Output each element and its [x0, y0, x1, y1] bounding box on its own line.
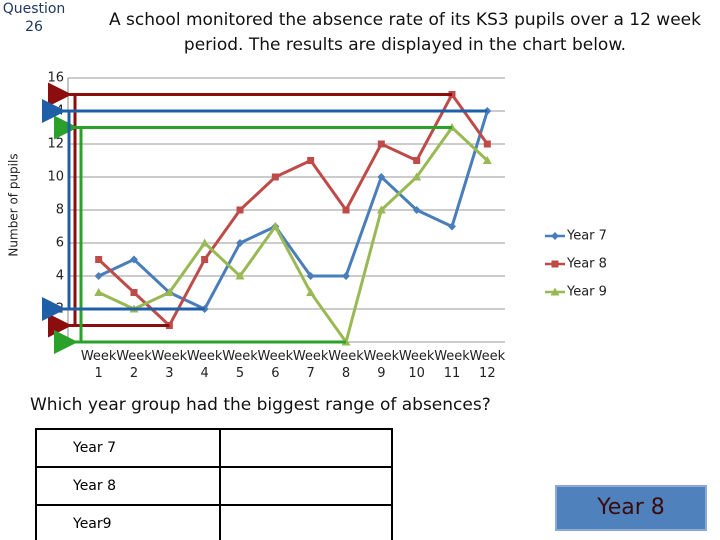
point — [95, 256, 103, 263]
x-tick-label: Week 1 — [80, 349, 117, 381]
table-cell: Year 8 — [35, 466, 221, 506]
y-tick-label: 0 — [56, 335, 64, 350]
series-line — [98, 110, 489, 311]
series-line — [98, 125, 489, 346]
x-tick-label: Week 10 — [398, 349, 435, 381]
point — [342, 206, 350, 214]
prompt: Which year group had the biggest range o… — [30, 395, 491, 415]
point — [342, 272, 350, 280]
y-tick-label: 4 — [56, 269, 64, 284]
x-tick-label: Week 5 — [222, 349, 258, 381]
answer-table: Year 7 Year 8 Year9 — [35, 428, 393, 540]
point — [413, 157, 421, 164]
table-cell — [219, 428, 393, 468]
point — [551, 232, 559, 240]
table-cell — [219, 466, 393, 506]
y-axis-label: Number of pupils — [7, 153, 21, 256]
x-tick-label: Week 12 — [469, 349, 506, 381]
point — [550, 287, 560, 296]
table-cell: Year9 — [35, 504, 221, 540]
x-tick-label: Week 6 — [257, 349, 294, 381]
point — [483, 140, 491, 148]
y-tick-label: 2 — [56, 302, 64, 317]
point — [412, 206, 421, 214]
y-tick-label: 10 — [47, 170, 64, 185]
point — [94, 272, 103, 280]
legend-label: Year 9 — [566, 285, 607, 300]
y-tick-label: 14 — [47, 104, 64, 119]
point — [482, 156, 492, 164]
legend-label: Year 7 — [566, 229, 607, 244]
point — [377, 140, 385, 148]
point — [236, 206, 244, 214]
point — [448, 222, 456, 231]
legend-label: Year 8 — [566, 257, 607, 272]
point — [200, 238, 210, 247]
table-cell: Year 7 — [35, 428, 221, 468]
x-tick-label: Week 4 — [186, 349, 223, 381]
point — [201, 256, 209, 263]
point — [377, 173, 386, 181]
point — [271, 173, 279, 181]
point — [306, 272, 315, 280]
point — [235, 271, 245, 280]
y-tick-label: 12 — [47, 137, 64, 152]
table-cell — [219, 504, 393, 540]
question-label: Question 26 — [2, 1, 66, 35]
y-tick-label: 8 — [56, 203, 64, 218]
point — [130, 289, 138, 296]
point — [164, 288, 174, 296]
point — [306, 288, 316, 296]
point — [94, 288, 104, 296]
y-tick-label: 6 — [56, 236, 64, 251]
point — [130, 255, 138, 264]
x-tick-label: Week 7 — [292, 349, 329, 381]
x-tick-label: Week 2 — [116, 349, 152, 381]
series-line — [97, 91, 489, 328]
point — [551, 260, 559, 268]
question-text: A school monitored the absence rate of i… — [109, 10, 701, 55]
point — [270, 222, 280, 230]
x-tick-label: Week 3 — [151, 349, 188, 381]
point — [376, 205, 386, 214]
point — [236, 239, 244, 247]
y-tick-label: 16 — [47, 71, 64, 86]
x-tick-label: Week 8 — [328, 349, 364, 381]
point — [412, 172, 422, 181]
x-tick-label: Week 11 — [434, 349, 470, 381]
x-tick-label: Week 9 — [363, 349, 400, 381]
answer-box[interactable]: Year 8 — [555, 485, 707, 531]
point — [307, 157, 315, 164]
